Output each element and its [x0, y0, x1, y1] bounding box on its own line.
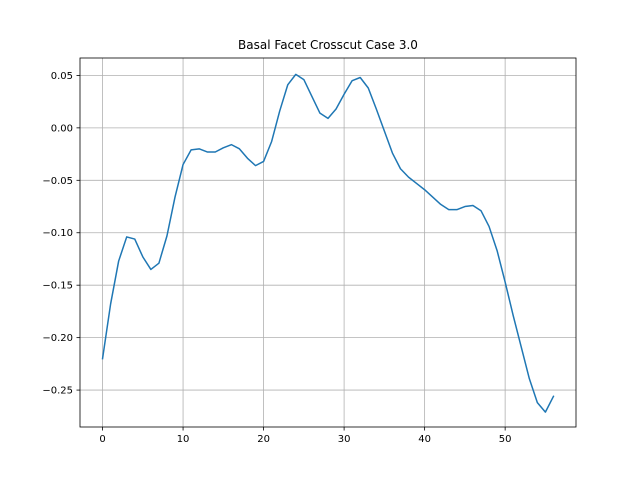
y-tick-label: −0.05 [42, 176, 73, 187]
y-tick-label: 0.00 [51, 123, 73, 134]
chart-title: Basal Facet Crosscut Case 3.0 [238, 38, 418, 52]
x-tick-label: 0 [99, 434, 105, 445]
plot-series [101, 73, 555, 413]
y-tick-label: −0.15 [42, 281, 73, 292]
x-tick-label: 30 [338, 434, 351, 445]
x-axis-ticks: 0 10 20 30 40 50 [99, 427, 512, 445]
plot-area-frame [79, 57, 577, 428]
grid-lines [80, 58, 576, 427]
y-axis-ticks: −0.25 −0.20 −0.15 −0.10 −0.05 0.00 0.05 [42, 71, 80, 397]
x-tick-label: 40 [418, 434, 431, 445]
y-tick-label: −0.20 [42, 333, 73, 344]
x-tick-label: 10 [177, 434, 190, 445]
x-tick-label: 20 [257, 434, 270, 445]
series-line [101, 73, 555, 413]
y-tick-label: −0.25 [42, 386, 73, 397]
x-tick-label: 50 [499, 434, 512, 445]
y-tick-label: −0.10 [42, 228, 73, 239]
y-tick-label: 0.05 [51, 71, 73, 82]
